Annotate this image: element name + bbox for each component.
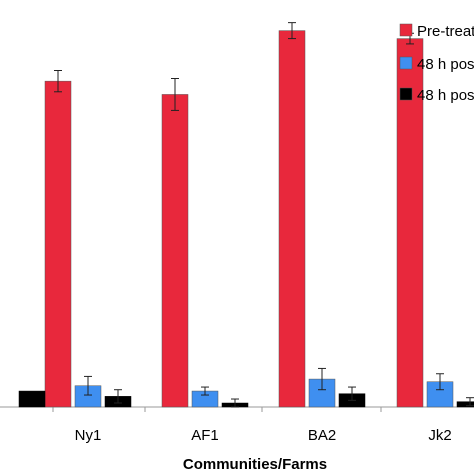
bar-s2-c4 [456,401,474,408]
legend-item-2: 48 h pos [399,87,474,104]
legend: Pre-treat 48 h pos 48 h pos [399,23,474,104]
category-label-4: Jk2 [428,427,451,444]
legend-swatch-0 [399,23,413,37]
error-bar-s2-c4 [466,397,474,407]
error-bar-s1-c3 [318,367,326,391]
x-axis-title: Communities/Farms [183,456,327,473]
category-label-3: BA2 [308,427,336,444]
legend-item-0: Pre-treat [399,23,474,40]
legend-label-2: 48 h pos [417,87,474,104]
category-labels: Ny1 AF1 BA2 Jk2 [75,427,452,444]
bar-s2-c0 [18,390,46,408]
error-bar-s2-c3 [348,386,356,401]
legend-label-0: Pre-treat [417,23,474,40]
bar-s0-c2 [161,94,189,408]
error-bar-s0-c2 [171,77,179,111]
error-bar-s0-c1 [54,70,62,93]
category-label-1: Ny1 [75,427,102,444]
category-label-2: AF1 [191,427,219,444]
error-bar-s1-c1 [84,375,92,396]
error-bar-s2-c2 [231,398,239,408]
bar-s0-c3 [278,30,306,408]
bars [18,30,474,408]
x-axis-ticks [52,407,382,412]
legend-label-1: 48 h pos [417,56,474,73]
bar-s0-c1 [44,80,72,408]
error-bar-s2-c1 [114,389,122,404]
legend-swatch-1 [399,56,413,70]
legend-item-1: 48 h pos [399,56,474,73]
error-bar-s1-c4 [436,373,444,391]
legend-swatch-2 [399,87,413,101]
error-bar-s0-c3 [288,22,296,40]
error-bar-s1-c2 [201,386,209,396]
